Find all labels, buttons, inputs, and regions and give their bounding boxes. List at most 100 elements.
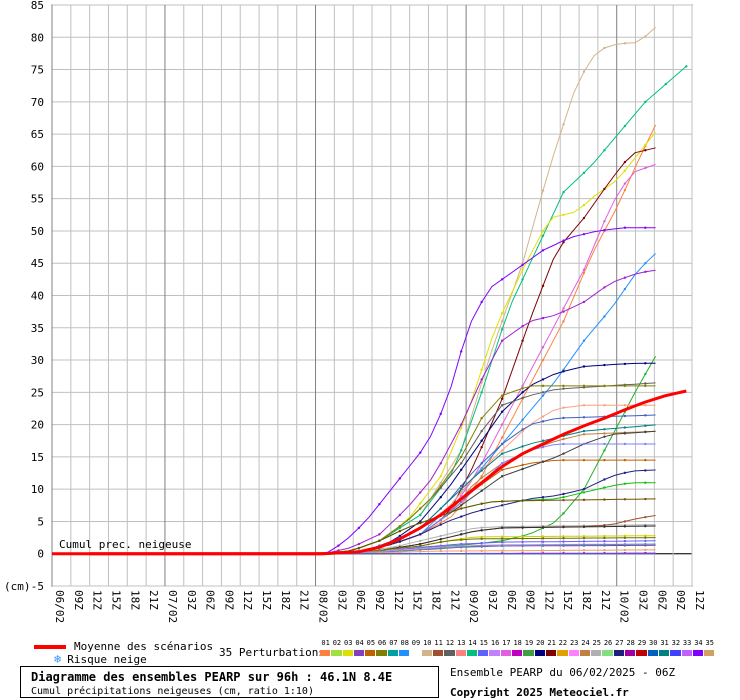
series-point	[562, 512, 565, 515]
series-point	[541, 540, 545, 543]
series-point	[480, 476, 483, 480]
series-point	[398, 540, 402, 543]
perturbation-swatch	[320, 650, 331, 656]
series-point	[623, 543, 627, 546]
perturbation-number: 04	[355, 639, 364, 647]
mean-line	[52, 389, 687, 556]
series-point	[500, 475, 504, 478]
series-point	[562, 191, 565, 194]
series-point	[562, 239, 565, 242]
series-point	[500, 320, 504, 323]
x-tick-label: 12Z	[241, 590, 254, 610]
series-point	[664, 82, 668, 86]
series-point	[582, 458, 586, 462]
perturbation-number: 35	[705, 639, 714, 647]
series-point	[644, 534, 647, 537]
series-point	[419, 533, 422, 536]
perturbation-number: 20	[536, 639, 545, 647]
series-point	[603, 442, 606, 446]
series-point	[623, 482, 627, 485]
series-point	[500, 312, 504, 315]
series-point	[603, 458, 606, 462]
series-line-5	[52, 147, 656, 555]
series-point	[582, 232, 586, 236]
series-point	[644, 149, 647, 152]
series-point	[603, 540, 606, 543]
perturbation-swatch	[512, 650, 523, 656]
series-point	[521, 418, 524, 421]
perturbation-swatch	[455, 650, 466, 656]
series-point	[562, 452, 565, 455]
series-point	[603, 534, 606, 538]
series-point	[582, 442, 586, 446]
series-point	[541, 499, 545, 502]
series-point	[562, 416, 565, 420]
series-point	[500, 423, 504, 426]
series-point	[541, 526, 545, 529]
x-tick-label: 18Z	[580, 590, 593, 610]
y-tick-label: 40	[31, 290, 44, 303]
series-point	[398, 477, 402, 480]
series-point	[500, 468, 504, 471]
x-tick-label: 09Z	[72, 590, 85, 610]
series-point	[562, 492, 565, 496]
series-point	[480, 378, 483, 381]
series-point	[562, 213, 565, 217]
series-point	[623, 442, 627, 446]
series-point	[357, 546, 361, 550]
series-point	[419, 521, 422, 525]
perturbation-number: 22	[558, 639, 568, 647]
perturbation-swatch	[568, 650, 579, 656]
series-point	[480, 549, 483, 553]
series-point	[500, 449, 504, 452]
perturbation-number: 21	[547, 639, 556, 647]
series-point	[480, 462, 483, 465]
series-point	[480, 439, 483, 442]
series-point	[603, 228, 606, 232]
perturbation-swatch	[331, 650, 342, 656]
y-tick-label: -5	[31, 580, 44, 593]
series-point	[500, 339, 504, 342]
series-point	[623, 525, 627, 528]
series-point	[603, 536, 606, 540]
perturbation-swatch	[432, 650, 444, 656]
series-point	[357, 542, 361, 546]
series-point	[460, 529, 463, 533]
series-point	[582, 416, 586, 419]
series-point	[644, 497, 647, 501]
perturbation-number: 17	[502, 639, 511, 647]
series-point	[623, 188, 627, 192]
series-line-12	[52, 382, 656, 555]
series-point	[562, 525, 565, 529]
x-tick-label: 21Z	[448, 590, 461, 610]
series-point	[644, 270, 647, 274]
series-point	[685, 65, 688, 68]
series-point	[582, 384, 586, 388]
x-tick-label: 12Z	[392, 590, 405, 610]
perturbation-swatch	[602, 650, 613, 656]
series-point	[419, 513, 422, 517]
series-point	[521, 391, 524, 394]
series-point	[644, 524, 647, 528]
series-point	[480, 489, 483, 492]
series-point	[603, 432, 606, 435]
title-box: Diagramme des ensembles PEARP sur 96h : …	[20, 666, 439, 698]
series-point	[460, 423, 463, 426]
series-point	[623, 520, 627, 523]
series-point	[644, 539, 647, 543]
series-point	[541, 496, 545, 499]
series-point	[562, 549, 565, 552]
perturbation-swatch	[444, 650, 455, 656]
x-tick-label: 08/02	[317, 590, 330, 623]
y-tick-label: 85	[31, 0, 44, 12]
series-point	[623, 426, 627, 429]
perturbation-swatch	[636, 650, 647, 656]
series-point	[582, 534, 586, 538]
series-point	[439, 540, 442, 544]
series-point	[603, 435, 606, 438]
series-point	[582, 498, 586, 502]
series-point	[439, 523, 442, 526]
series-point	[603, 286, 606, 289]
series-point	[480, 502, 483, 505]
series-point	[644, 372, 647, 376]
